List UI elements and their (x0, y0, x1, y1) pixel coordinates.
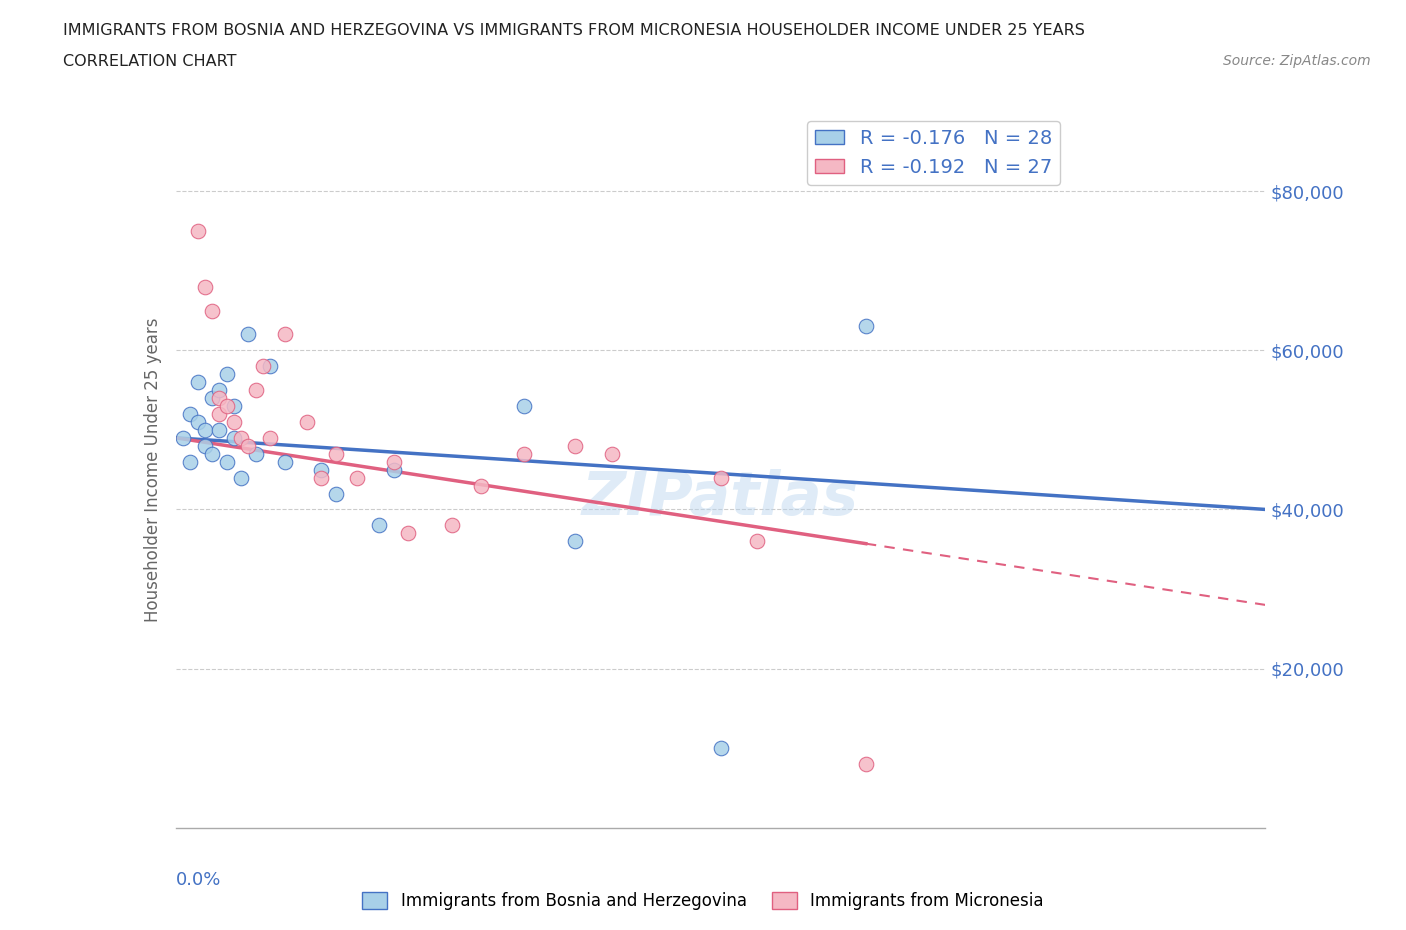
Point (215, 454, 238, 469)
Point (564, 438, 586, 453)
Point (309, 462, 332, 477)
Point (208, 422, 231, 437)
Text: Source: ZipAtlas.com: Source: ZipAtlas.com (1223, 54, 1371, 68)
Point (259, 359, 281, 374)
Point (396, 525, 419, 540)
Point (245, 446, 267, 461)
Point (222, 399, 245, 414)
Point (231, 431, 253, 445)
Legend: R = -0.176   N = 28, R = -0.192   N = 27: R = -0.176 N = 28, R = -0.192 N = 27 (807, 121, 1060, 184)
Point (222, 415, 245, 430)
Point (855, 319, 877, 334)
Point (231, 471, 253, 485)
Y-axis label: Householder Income Under 25 years: Householder Income Under 25 years (143, 317, 162, 622)
Text: IMMIGRANTS FROM BOSNIA AND HERZEGOVINA VS IMMIGRANTS FROM MICRONESIA HOUSEHOLDER: IMMIGRANTS FROM BOSNIA AND HERZEGOVINA V… (63, 23, 1085, 38)
Point (208, 382, 231, 397)
Point (382, 454, 405, 469)
Point (855, 757, 877, 772)
Point (179, 406, 201, 421)
Point (186, 415, 209, 430)
Point (245, 382, 267, 397)
Point (274, 327, 297, 342)
Legend: Immigrants from Bosnia and Herzegovina, Immigrants from Micronesia: Immigrants from Bosnia and Herzegovina, … (356, 885, 1050, 917)
Point (710, 740, 733, 755)
Point (325, 446, 347, 461)
Point (201, 303, 224, 318)
Point (238, 438, 260, 453)
Point (201, 446, 224, 461)
Point (215, 399, 238, 414)
Point (470, 478, 492, 493)
Point (513, 446, 536, 461)
Text: ZIPatlas: ZIPatlas (582, 469, 859, 528)
Point (564, 534, 586, 549)
Point (208, 406, 231, 421)
Point (222, 431, 245, 445)
Point (513, 399, 536, 414)
Point (252, 359, 274, 374)
Point (194, 438, 217, 453)
Point (600, 446, 623, 461)
Point (745, 534, 768, 549)
Point (238, 327, 260, 342)
Point (325, 486, 347, 501)
Point (201, 391, 224, 405)
Point (208, 391, 231, 405)
Point (194, 422, 217, 437)
Point (309, 471, 332, 485)
Point (186, 375, 209, 390)
Point (215, 366, 238, 381)
Point (295, 415, 318, 430)
Point (179, 454, 201, 469)
Point (186, 223, 209, 238)
Point (346, 471, 368, 485)
Point (259, 431, 281, 445)
Point (274, 454, 297, 469)
Point (440, 518, 463, 533)
Text: 0.0%: 0.0% (176, 870, 221, 889)
Point (382, 462, 405, 477)
Point (194, 279, 217, 294)
Text: CORRELATION CHART: CORRELATION CHART (63, 54, 236, 69)
Point (368, 518, 391, 533)
Point (172, 431, 194, 445)
Point (710, 471, 733, 485)
